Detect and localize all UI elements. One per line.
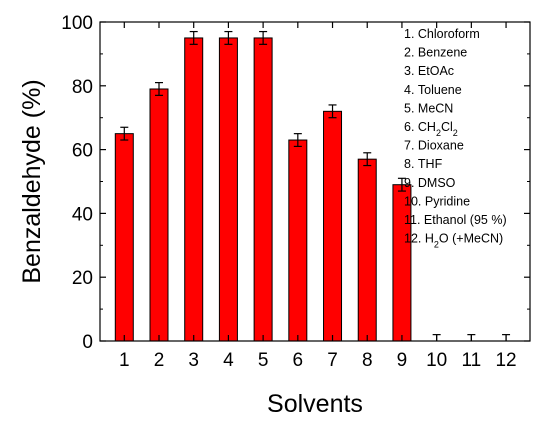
legend-item: 12. H2O (+MeCN) <box>404 232 503 250</box>
x-axis: 1 2 3 4 5 6 7 8 9 10 11 12 <box>119 22 517 371</box>
legend-item: 9. DMSO <box>404 176 456 190</box>
x-tick-label: 5 <box>258 350 269 371</box>
x-tick-label: 2 <box>154 350 165 371</box>
error-bar-4 <box>224 30 233 45</box>
bar-6 <box>288 139 308 342</box>
x-tick-label: 10 <box>426 350 447 371</box>
legend-item: 11. Ethanol (95 %) <box>404 213 507 227</box>
legend-item: 6. CH2Cl2 <box>404 120 458 138</box>
error-bar-9 <box>397 177 406 192</box>
legend-item: 5. MeCN <box>404 101 453 115</box>
x-tick-label: 12 <box>495 350 516 371</box>
legend-item: 7. Dioxane <box>404 139 464 153</box>
y-axis: 0 20 40 60 80 100 <box>61 13 530 353</box>
x-axis-title: Solvents <box>267 390 363 418</box>
y-tick-label: 0 <box>82 332 93 353</box>
bar-3 <box>184 37 204 342</box>
error-bar-7 <box>328 104 337 119</box>
bars-group <box>114 37 412 342</box>
error-bar-1 <box>120 126 129 141</box>
error-bar-2 <box>154 82 163 96</box>
x-tick-label: 6 <box>293 350 304 371</box>
legend-item: 3. EtOAc <box>404 64 454 78</box>
y-tick-label: 40 <box>72 204 93 225</box>
x-tick-label: 1 <box>119 350 130 371</box>
error-bar-5 <box>259 30 268 45</box>
y-axis-title: Benzaldehyde (%) <box>18 79 46 283</box>
x-tick-label: 8 <box>362 350 373 371</box>
legend-item: 1. Chloroform <box>404 27 480 41</box>
error-bar-3 <box>189 30 198 45</box>
y-tick-label: 60 <box>72 141 93 162</box>
legend: 1. Chloroform 2. Benzene 3. EtOAc 4. Toluen… <box>404 27 507 250</box>
legend-item: 4. Toluene <box>404 83 462 97</box>
error-bars-group <box>120 30 511 341</box>
x-tick-label: 11 <box>461 350 481 371</box>
error-bar-8 <box>363 152 372 167</box>
y-tick-label: 80 <box>72 77 93 98</box>
legend-item: 2. Benzene <box>404 46 467 60</box>
bar-5 <box>253 37 273 342</box>
error-bar-6 <box>293 133 302 148</box>
x-tick-label: 4 <box>223 350 234 371</box>
x-tick-label: 3 <box>188 350 199 371</box>
legend-item: 8. THF <box>404 157 443 171</box>
y-tick-label: 20 <box>72 268 93 289</box>
bar-2 <box>149 88 169 342</box>
legend-item: 10. Pyridine <box>404 194 470 208</box>
y-tick-label: 100 <box>61 13 93 34</box>
bar-8 <box>357 158 377 342</box>
bar-4 <box>218 37 238 342</box>
bar-7 <box>323 110 343 342</box>
x-tick-label: 9 <box>397 350 408 371</box>
x-tick-label: 7 <box>327 350 338 371</box>
bar-1 <box>114 133 134 342</box>
